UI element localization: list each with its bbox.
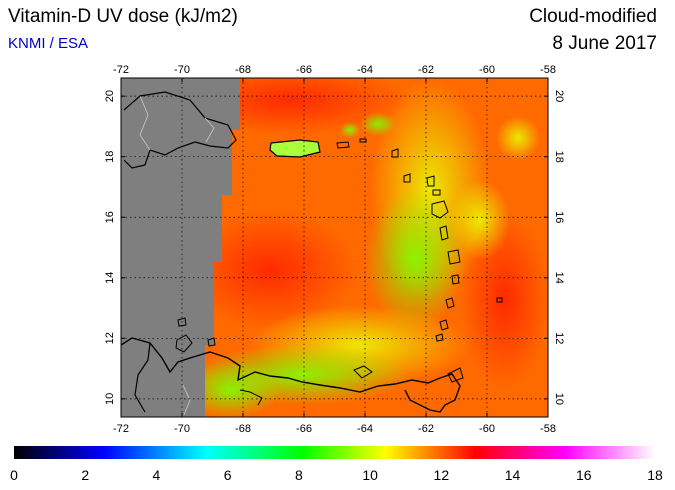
lat-tick-label-left: 18 [104, 151, 116, 163]
no-data-region [121, 78, 240, 417]
lon-tick-label-top: -72 [113, 64, 129, 76]
colorbar-tick-label: 8 [295, 467, 303, 483]
data-source-label: KNMI / ESA [8, 35, 89, 52]
uv-low-patch-2 [496, 116, 540, 160]
colorbar-tick-label: 4 [153, 467, 161, 483]
uv-low-band-west [180, 362, 280, 417]
lon-tick-label-top: -62 [418, 64, 434, 76]
colorbar-tick-label: 14 [505, 467, 521, 483]
colorbar-tick-label: 0 [10, 467, 18, 483]
lon-tick-label-top: -68 [235, 64, 251, 76]
colorbar [14, 446, 655, 459]
lon-tick-label-top: -58 [540, 64, 556, 76]
lon-tick-label-bottom: -66 [296, 423, 312, 435]
colorbar-tick-label: 10 [362, 467, 378, 483]
lon-tick-label-top: -60 [479, 64, 495, 76]
coast-detail [239, 389, 263, 406]
map-field [121, 78, 548, 417]
lon-tick-label-bottom: -68 [235, 423, 251, 435]
margarita-island [353, 365, 373, 379]
virgin-islands [336, 141, 350, 149]
curacao-island [207, 337, 216, 347]
colorbar-tick-label: 12 [434, 467, 450, 483]
uv-low-patch-3 [340, 122, 360, 138]
lat-tick-label-right: 16 [553, 211, 565, 223]
uv-low-patch-4 [450, 180, 510, 260]
lat-tick-label-left: 12 [104, 332, 116, 344]
province-borders [204, 117, 215, 143]
lon-tick-label-bottom: -60 [479, 423, 495, 435]
lon-tick-label-bottom: -62 [418, 423, 434, 435]
colombia-venezuela-border [182, 384, 191, 416]
lat-tick-label-left: 20 [104, 90, 116, 102]
date-label: 8 June 2017 [552, 33, 657, 54]
colorbar-tick-label: 6 [224, 467, 232, 483]
product-label: Cloud-modified [529, 6, 657, 27]
lon-tick-label-bottom: -72 [113, 423, 129, 435]
haiti-border [139, 95, 151, 151]
lat-tick-label-right: 12 [553, 332, 565, 344]
colorbar-tick-label: 18 [647, 467, 663, 483]
uv-low-patch-1 [360, 112, 396, 136]
graticule [121, 78, 548, 417]
lat-tick-label-left: 14 [104, 272, 116, 284]
guajira-peninsula [175, 334, 193, 353]
lon-tick-label-top: -64 [357, 64, 373, 76]
lon-tick-label-bottom: -64 [357, 423, 373, 435]
lat-tick-label-right: 18 [553, 151, 565, 163]
map-title: Vitamin-D UV dose (kJ/m2) [8, 6, 238, 27]
aruba-island [177, 317, 187, 327]
uv-low-band-mid [365, 190, 465, 330]
axis-ticks: -72 -72 -70 -70 -68 -68 -66 -66 -64 -64 -62 -62 -60 -… [104, 64, 565, 435]
lat-tick-label-left: 10 [104, 393, 116, 405]
trinidad-island [447, 367, 464, 383]
lake-maracaibo [134, 342, 151, 413]
lat-tick-label-right: 14 [553, 272, 565, 284]
colorbar-tick-label: 16 [576, 467, 592, 483]
lon-tick-label-bottom: -58 [540, 423, 556, 435]
hispaniola-coast [123, 91, 237, 169]
lesser-antilles [391, 148, 503, 342]
uv-high-central [180, 210, 360, 330]
venezuela-coast [121, 337, 461, 413]
puerto-rico-landmass [269, 139, 321, 158]
colorbar-tick-label: 2 [81, 467, 89, 483]
lon-tick-label-bottom: -70 [174, 423, 190, 435]
lon-tick-label-top: -70 [174, 64, 190, 76]
lat-tick-label-right: 10 [553, 393, 565, 405]
anegada-island [359, 138, 367, 143]
lat-tick-label-left: 16 [104, 211, 116, 223]
colorbar-labels: 0 2 4 6 8 10 12 14 16 18 [10, 467, 663, 483]
lon-tick-label-top: -66 [296, 64, 312, 76]
lat-tick-label-right: 20 [553, 90, 565, 102]
map-frame [120, 77, 549, 418]
